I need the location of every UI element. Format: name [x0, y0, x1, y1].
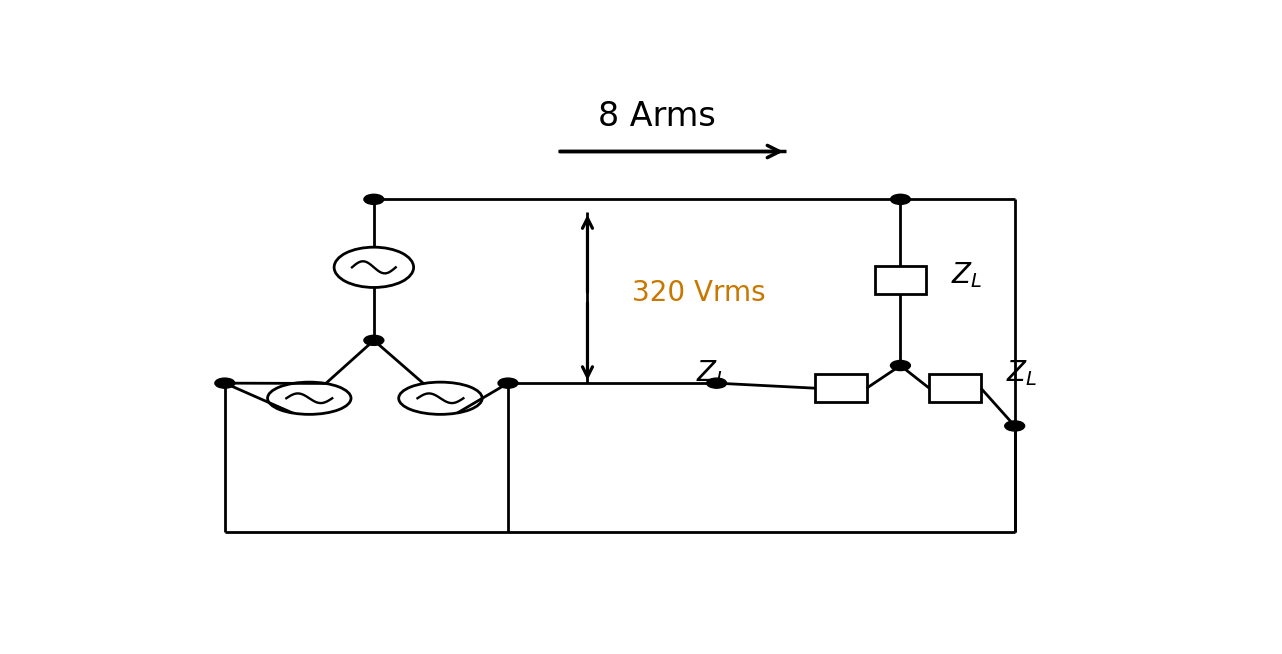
- Circle shape: [891, 360, 910, 371]
- Circle shape: [891, 194, 910, 204]
- Circle shape: [215, 378, 235, 388]
- Circle shape: [364, 336, 383, 345]
- Circle shape: [497, 378, 518, 388]
- Bar: [815, 374, 867, 402]
- Text: $Z_L$: $Z_L$: [1006, 358, 1037, 388]
- Text: 320 Vrms: 320 Vrms: [632, 279, 765, 307]
- Text: $Z_L$: $Z_L$: [951, 260, 982, 290]
- Circle shape: [1005, 421, 1024, 431]
- Circle shape: [364, 194, 383, 204]
- Bar: [874, 266, 927, 294]
- Bar: [929, 374, 981, 402]
- Circle shape: [706, 378, 727, 388]
- Text: 8 Arms: 8 Arms: [599, 100, 715, 133]
- Text: $Z_L$: $Z_L$: [696, 358, 727, 388]
